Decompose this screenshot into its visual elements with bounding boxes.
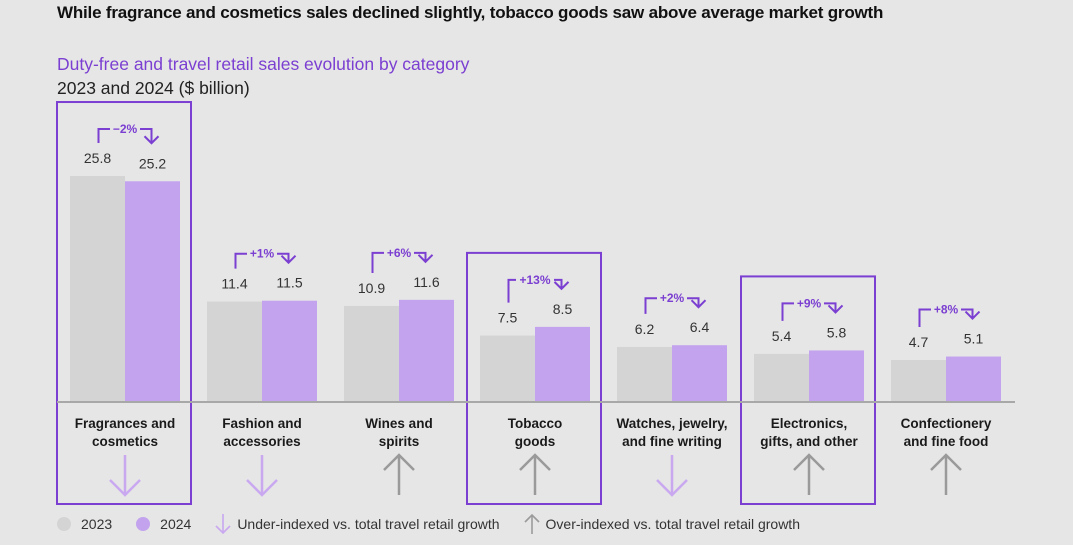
- value-label-2023: 6.2: [635, 321, 655, 337]
- bar-2024: [946, 356, 1001, 401]
- category-label: Tobacco: [508, 416, 563, 431]
- value-label-2023: 11.4: [221, 276, 247, 292]
- growth-bracket-right: [554, 278, 563, 289]
- headline: While fragrance and cosmetics sales decl…: [57, 3, 884, 22]
- growth-bracket-left: [507, 278, 516, 303]
- legend-item-2023: 2023: [57, 516, 112, 532]
- category-label: goods: [515, 434, 556, 449]
- value-label-2024: 11.5: [276, 275, 302, 291]
- category-label: Electronics,: [771, 416, 848, 431]
- growth-bracket-left: [234, 252, 247, 269]
- chart-subtitle: 2023 and 2024 ($ billion): [57, 78, 250, 98]
- growth-bracket-right: [687, 297, 700, 308]
- category-label: cosmetics: [92, 434, 158, 449]
- legend-label-under-indexed: Under-indexed vs. total travel retail gr…: [237, 516, 500, 532]
- growth-label: +9%: [797, 296, 822, 310]
- bar-2023: [344, 305, 399, 401]
- bar-2023: [617, 346, 672, 401]
- legend-label-2024: 2024: [160, 516, 192, 532]
- bar-2023: [480, 335, 535, 401]
- category-label: Fashion and: [222, 416, 302, 431]
- growth-label: +1%: [250, 247, 275, 261]
- bar-2024: [125, 181, 180, 401]
- growth-arrowhead: [553, 281, 570, 291]
- bar-2024: [672, 345, 727, 401]
- category-label: Fragrances and: [75, 416, 176, 431]
- growth-bracket-left: [371, 251, 384, 273]
- up-arrow-icon: [519, 453, 551, 471]
- growth-bracket-left: [781, 302, 794, 321]
- up-arrow-icon: [930, 453, 962, 471]
- value-label-2024: 5.1: [964, 331, 984, 347]
- up-arrow-icon: [523, 513, 540, 534]
- growth-arrowhead: [690, 299, 707, 309]
- down-arrow-icon: [109, 479, 141, 497]
- category-label: Confectionery: [901, 416, 992, 431]
- bar-2024: [399, 299, 454, 401]
- legend: 2023 2024 Under-indexed vs. total travel…: [57, 513, 824, 535]
- value-label-2023: 10.9: [358, 280, 385, 296]
- growth-arrowhead: [964, 310, 981, 320]
- category-label: Wines and: [365, 416, 432, 431]
- legend-item-under-indexed: Under-indexed vs. total travel retail gr…: [215, 513, 500, 535]
- bar-2024: [262, 300, 317, 401]
- value-label-2024: 5.8: [827, 324, 847, 340]
- highlight-box: [466, 251, 602, 505]
- growth-bracket-right: [140, 128, 153, 144]
- chart-title: Duty-free and travel retail sales evolut…: [57, 54, 470, 74]
- growth-label: −2%: [113, 122, 138, 136]
- value-label-2024: 25.2: [139, 155, 166, 171]
- growth-bracket-right: [824, 302, 837, 313]
- growth-label: +2%: [660, 291, 685, 305]
- growth-bracket-right: [961, 308, 974, 319]
- growth-bracket-right: [277, 252, 290, 263]
- category-label: gifts, and other: [760, 434, 858, 449]
- growth-bracket-left: [918, 308, 931, 328]
- value-label-2024: 6.4: [690, 319, 710, 335]
- legend-swatch-2023: [57, 517, 71, 531]
- growth-arrowhead: [143, 135, 160, 145]
- down-arrow-icon: [656, 479, 688, 497]
- category-label: and fine writing: [622, 434, 722, 449]
- highlight-box: [740, 275, 876, 506]
- up-arrow-icon: [793, 453, 825, 471]
- bar-2023: [207, 301, 262, 401]
- legend-item-2024: 2024: [136, 516, 191, 532]
- growth-arrowhead: [280, 255, 297, 265]
- bar-2023: [891, 360, 946, 401]
- legend-item-over-indexed: Over-indexed vs. total travel retail gro…: [523, 513, 800, 535]
- growth-label: +6%: [387, 246, 412, 260]
- category-label: spirits: [379, 434, 420, 449]
- category-label: accessories: [223, 434, 300, 449]
- growth-arrowhead: [827, 304, 844, 314]
- value-label-2023: 7.5: [498, 310, 518, 326]
- bar-2023: [754, 353, 809, 401]
- value-label-2024: 11.6: [413, 274, 439, 290]
- growth-label: +13%: [519, 273, 550, 287]
- category-label: and fine food: [904, 434, 989, 449]
- legend-swatch-2024: [136, 517, 151, 531]
- legend-label-2023: 2023: [81, 516, 113, 532]
- value-label-2024: 8.5: [553, 301, 573, 317]
- up-arrow-icon: [383, 453, 415, 471]
- bar-2024: [809, 350, 864, 401]
- growth-label: +8%: [934, 303, 959, 317]
- highlight-box: [56, 101, 192, 506]
- bar-2023: [70, 176, 125, 401]
- down-arrow-icon: [246, 479, 278, 497]
- category-label: Watches, jewelry,: [616, 416, 727, 431]
- growth-bracket-left: [97, 128, 110, 144]
- value-label-2023: 25.8: [84, 150, 111, 166]
- value-label-2023: 5.4: [772, 328, 792, 344]
- growth-bracket-right: [414, 251, 427, 262]
- growth-bracket-left: [644, 297, 657, 314]
- value-label-2023: 4.7: [909, 334, 929, 350]
- growth-arrowhead: [417, 254, 434, 264]
- down-arrow-icon: [215, 514, 231, 535]
- legend-label-over-indexed: Over-indexed vs. total travel retail gro…: [545, 516, 800, 532]
- bar-2024: [535, 326, 590, 401]
